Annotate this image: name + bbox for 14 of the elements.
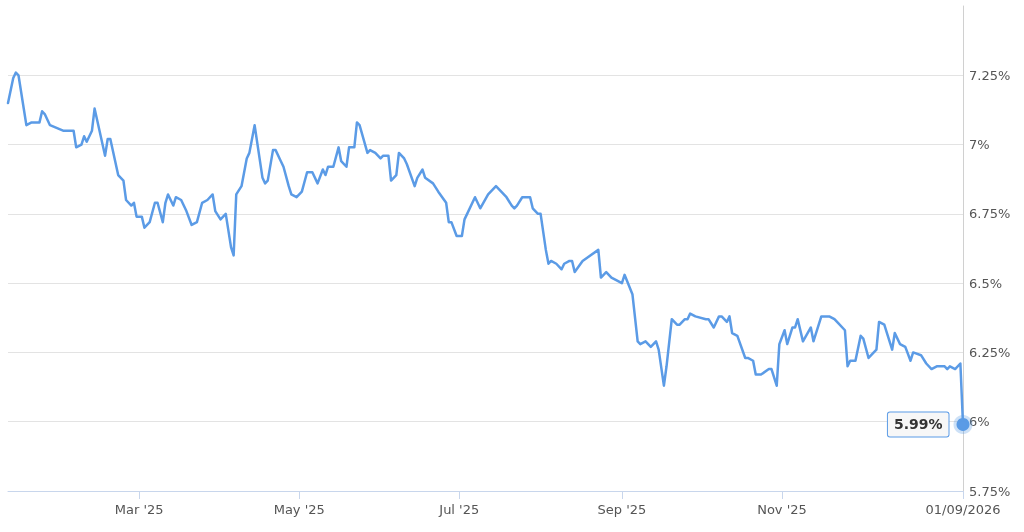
x-tick-label: Nov '25 (757, 502, 807, 517)
y-tick-label: 7.25% (969, 67, 1011, 83)
x-tick-label: 01/09/2026 (925, 502, 1001, 517)
y-tick-label: 6.25% (969, 344, 1011, 360)
y-tick-label: 7% (969, 137, 990, 153)
y-tick-label: 6.5% (969, 275, 1003, 291)
y-tick-label: 6.75% (969, 206, 1011, 222)
y-tick-label: 5.75% (969, 483, 1011, 499)
data-label: 5.99% (893, 416, 943, 433)
x-tick-label: Jul '25 (438, 502, 480, 517)
y-tick-label: 6% (969, 414, 990, 430)
x-tick-label: Sep '25 (597, 502, 647, 517)
x-tick-label: Mar '25 (114, 502, 164, 517)
x-tick-label: May '25 (273, 502, 325, 517)
